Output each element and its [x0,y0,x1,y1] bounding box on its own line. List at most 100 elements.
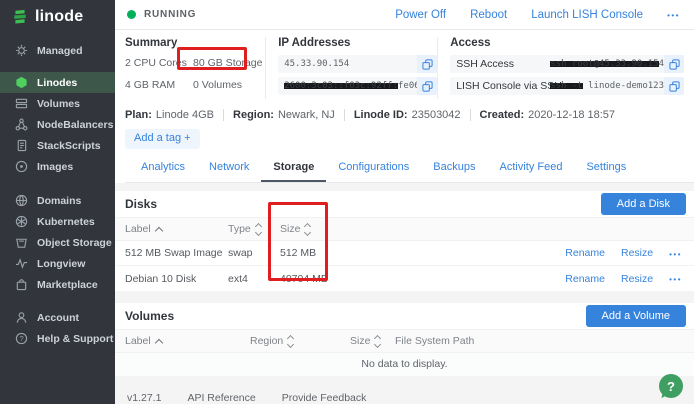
add-a-disk-button[interactable]: Add a Disk [600,193,686,215]
linode-id-label: Linode ID: [353,109,408,121]
disks-col-size[interactable]: Size [280,222,400,236]
disks-card: Disks Add a Disk Label Type Size 512 MB … [115,191,694,291]
volumes-empty-message: No data to display. [115,353,694,376]
images-icon [14,160,28,174]
tab-analytics[interactable]: Analytics [141,161,186,173]
copy-icon[interactable] [664,55,684,73]
lish-console-value: ssh -t linode-demo123 [550,81,664,91]
add-tag-button[interactable]: Add a tag + [125,129,200,149]
plan-value: Linode 4GB [155,109,215,121]
brand-name: linode [35,8,84,25]
sort-icon [374,334,382,348]
sidebar-item-linodes[interactable]: Linodes [0,72,115,93]
sidebar-item-kubernetes[interactable]: Kubernetes [0,211,115,232]
sidebar-item-label: Images [37,160,74,173]
account-icon [14,311,28,325]
add-a-volume-button[interactable]: Add a Volume [585,305,686,327]
summary-cpu: 2 CPU Cores [125,57,187,69]
disk-row: Debian 10 Disk ext4 40704 MB Rename Resi… [115,266,694,291]
ipv4-address: 45.33.90.154 [284,59,350,69]
tab-backups[interactable]: Backups [433,161,476,173]
object-storage-icon [14,236,28,250]
redacted-text: ssh -t [550,81,583,91]
tab-network[interactable]: Network [209,161,250,173]
volumes-icon [14,97,28,111]
sidebar-item-marketplace[interactable]: Marketplace [0,274,115,295]
tab-configurations[interactable]: Configurations [338,161,410,173]
power-off-button[interactable]: Power Off [395,8,447,21]
sidebar-item-label: Account [37,311,79,324]
sidebar-item-label: Domains [37,194,82,207]
ipv4-row: 45.33.90.154 [278,55,438,73]
copy-icon[interactable] [417,55,438,73]
ssh-access-row: SSH Access ssh root@45.33.90.154 [450,55,684,73]
topbar-actions: Power Off Reboot Launch LISH Console ••• [395,9,680,21]
region-label: Region: [233,109,274,121]
resize-link[interactable]: Resize [620,272,654,285]
linode-id-value: 23503042 [411,109,461,121]
sidebar-item-volumes[interactable]: Volumes [0,93,115,114]
reboot-button[interactable]: Reboot [470,8,508,21]
sidebar-item-account[interactable]: Account [0,307,115,328]
sidebar-item-images[interactable]: Images [0,156,115,177]
linode-logo-icon [14,9,26,24]
disk-type: ext4 [228,272,248,285]
disk-type: swap [228,247,253,259]
page-footer: v1.27.1 API Reference Provide Feedback [115,376,694,404]
help-icon: ? [14,332,28,346]
linode-logo[interactable]: linode [0,0,115,34]
detail-tabs: Analytics Network Storage Configurations… [125,154,694,183]
sidebar-item-nodebalancers[interactable]: NodeBalancers [0,114,115,135]
summary-ram: 4 GB RAM [125,79,176,91]
api-reference-link[interactable]: API Reference [187,392,256,404]
sidebar-item-object-storage[interactable]: Object Storage [0,232,115,253]
sidebar-item-label: StackScripts [37,139,101,152]
volumes-col-size[interactable]: Size [350,334,395,348]
sidebar-item-longview[interactable]: Longview [0,253,115,274]
summary-volumes: 0 Volumes [193,79,243,91]
help-bubble-button[interactable] [659,374,683,398]
sort-asc-icon [154,226,163,235]
nodebalancers-icon [14,118,28,132]
launch-lish-console-button[interactable]: Launch LISH Console [531,8,644,21]
kubernetes-icon [14,215,28,229]
sidebar-item-domains[interactable]: Domains [0,190,115,211]
disk-more-actions-icon[interactable]: ••• [669,275,682,284]
disk-more-actions-icon[interactable]: ••• [669,249,682,259]
disks-table-header: Label Type Size [115,217,694,241]
stackscripts-icon [14,139,28,153]
sidebar-item-label: Kubernetes [37,215,95,228]
sidebar-item-label: Longview [37,257,86,270]
disk-size: 40704 MB [280,272,328,285]
tab-storage[interactable]: Storage [261,154,327,182]
rename-link[interactable]: Rename [565,247,605,259]
copy-icon[interactable] [664,77,684,95]
volumes-col-region[interactable]: Region [250,334,350,348]
region-value: Newark, NJ [277,109,335,121]
more-actions-icon[interactable]: ••• [667,11,680,20]
divider [343,109,345,121]
ssh-access-label: SSH Access [456,58,514,70]
tab-settings[interactable]: Settings [586,161,627,173]
sidebar-item-label: Volumes [37,97,80,110]
resize-link[interactable]: Resize [620,247,654,259]
disks-col-label[interactable]: Label [125,223,228,235]
sidebar-item-stackscripts[interactable]: StackScripts [0,135,115,156]
sort-icon [304,222,312,236]
summary-title: Summary [125,37,178,49]
volumes-col-label[interactable]: Label [125,335,250,347]
lish-console-label: LISH Console via SSH [456,80,562,92]
sidebar-item-help-support[interactable]: ? Help & Support [0,328,115,349]
tab-activity-feed[interactable]: Activity Feed [499,161,563,173]
running-status-icon [127,10,136,19]
sidebar-item-managed[interactable]: Managed [0,40,115,61]
copy-icon[interactable] [417,77,438,95]
sidebar-item-label: NodeBalancers [37,118,114,131]
linode-status-bar: RUNNING Power Off Reboot Launch LISH Con… [115,0,694,30]
rename-link[interactable]: Rename [565,272,605,285]
disks-col-type[interactable]: Type [228,222,280,236]
redacted-text: 2600:3c03::f03c:92ff: [284,81,398,91]
linode-detail-header: Summary 2 CPU Cores 80 GB Storage 4 GB R… [115,30,694,183]
provide-feedback-link[interactable]: Provide Feedback [281,392,367,404]
